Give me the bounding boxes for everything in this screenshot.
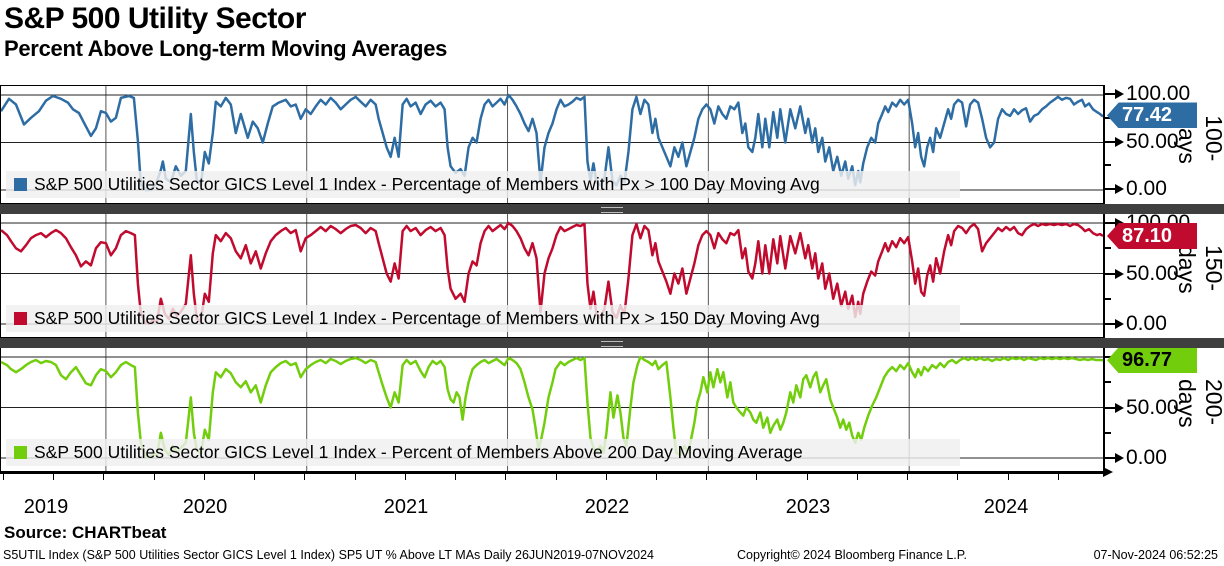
x-axis-line bbox=[0, 472, 1103, 474]
year-label-2019: 2019 bbox=[23, 496, 69, 518]
right-axis-200-days: 100.00 50.00 0.00 96.77 200-days bbox=[1103, 346, 1224, 472]
page-title: S&P 500 Utility Sector bbox=[4, 2, 306, 35]
right-axis-100-days: 100.00 50.00 0.00 77.42 100-days bbox=[1103, 82, 1224, 204]
source-label: Source: CHARTbeat bbox=[4, 523, 167, 542]
ytick-0: 0.00 bbox=[1126, 446, 1167, 469]
x-axis-minor-tick bbox=[355, 474, 356, 480]
year-label-2024: 2024 bbox=[983, 496, 1029, 518]
footer-timestamp: 07-Nov-2024 06:52:25 bbox=[1093, 548, 1218, 562]
ytick-50: 50.00 bbox=[1126, 395, 1179, 419]
last-value-badge-150-days[interactable]: 87.10 bbox=[1107, 223, 1197, 250]
panel-axis-title-150-days: 150-days bbox=[1174, 245, 1224, 294]
legend-label-150-days: S&P 500 Utilities Sector GICS Level 1 In… bbox=[34, 308, 820, 328]
x-axis-arrow-icon bbox=[1103, 467, 1113, 477]
chart-header: S&P 500 Utility Sector Percent Above Lon… bbox=[4, 2, 447, 62]
x-axis-minor-tick bbox=[405, 474, 406, 480]
ytick-50: 50.00 bbox=[1126, 129, 1179, 153]
page-subtitle: Percent Above Long-term Moving Averages bbox=[4, 36, 448, 61]
last-value-badge-100-days[interactable]: 77.42 bbox=[1107, 102, 1197, 129]
x-axis-minor-tick bbox=[606, 474, 607, 480]
x-axis-minor-tick bbox=[957, 474, 958, 480]
x-axis-minor-tick bbox=[1058, 474, 1059, 480]
plot-area-100-days: S&P 500 Utilities Sector GICS Level 1 In… bbox=[0, 85, 1103, 204]
x-axis-minor-tick bbox=[556, 474, 557, 480]
separator-drag-handle[interactable] bbox=[601, 341, 623, 347]
legend-100-days[interactable]: S&P 500 Utilities Sector GICS Level 1 In… bbox=[6, 171, 960, 198]
panel-axis-title-200-days: 200-days bbox=[1174, 379, 1224, 428]
legend-label-200-days: S&P 500 Utilities Sector GICS Level 1 In… bbox=[34, 442, 803, 462]
x-axis-minor-tick bbox=[254, 474, 255, 480]
ytick-100: 100.00 bbox=[1126, 82, 1191, 105]
x-axis-minor-tick bbox=[103, 474, 104, 480]
x-axis-minor-tick bbox=[706, 474, 707, 480]
x-axis-minor-tick bbox=[53, 474, 54, 480]
plot-area-200-days: S&P 500 Utilities Sector GICS Level 1 In… bbox=[0, 348, 1103, 472]
panel-separator[interactable] bbox=[0, 204, 1224, 214]
separator-drag-handle[interactable] bbox=[601, 207, 623, 213]
x-axis-minor-tick bbox=[907, 474, 908, 480]
legend-label-100-days: S&P 500 Utilities Sector GICS Level 1 In… bbox=[34, 174, 820, 194]
legend-swatch-200-days bbox=[14, 446, 27, 459]
panel-200-days: S&P 500 Utilities Sector GICS Level 1 In… bbox=[0, 346, 1224, 472]
x-axis-minor-tick bbox=[154, 474, 155, 480]
year-label-2021: 2021 bbox=[383, 496, 429, 518]
ytick-0: 0.00 bbox=[1126, 312, 1167, 335]
panel-100-days: S&P 500 Utilities Sector GICS Level 1 In… bbox=[0, 82, 1224, 204]
x-axis-minor-tick bbox=[304, 474, 305, 480]
year-label-2022: 2022 bbox=[584, 496, 630, 518]
x-axis-minor-tick bbox=[1008, 474, 1009, 480]
panel-150-days: S&P 500 Utilities Sector GICS Level 1 In… bbox=[0, 212, 1224, 338]
x-axis-minor-tick bbox=[3, 474, 4, 480]
plot-area-150-days: S&P 500 Utilities Sector GICS Level 1 In… bbox=[0, 214, 1103, 338]
x-axis-minor-tick bbox=[807, 474, 808, 480]
legend-swatch-150-days bbox=[14, 312, 27, 325]
legend-swatch-100-days bbox=[14, 178, 27, 191]
last-value-badge-200-days[interactable]: 96.77 bbox=[1107, 347, 1197, 374]
ytick-50: 50.00 bbox=[1126, 261, 1179, 285]
x-axis-minor-tick bbox=[857, 474, 858, 480]
year-label-2020: 2020 bbox=[182, 496, 228, 518]
x-axis-minor-tick bbox=[756, 474, 757, 480]
legend-200-days[interactable]: S&P 500 Utilities Sector GICS Level 1 In… bbox=[6, 439, 960, 466]
ytick-0: 0.00 bbox=[1126, 177, 1167, 200]
x-axis-minor-tick bbox=[656, 474, 657, 480]
right-axis-150-days: 100.00 50.00 0.00 87.10 150-days bbox=[1103, 212, 1224, 338]
x-axis-minor-tick bbox=[505, 474, 506, 480]
x-axis-minor-tick bbox=[204, 474, 205, 480]
legend-150-days[interactable]: S&P 500 Utilities Sector GICS Level 1 In… bbox=[6, 305, 960, 332]
x-axis-minor-tick bbox=[455, 474, 456, 480]
panel-separator[interactable] bbox=[0, 338, 1224, 348]
footer-copyright: Copyright© 2024 Bloomberg Finance L.P. bbox=[737, 548, 967, 562]
footer-ticker-info: S5UTIL Index (S&P 500 Utilities Sector G… bbox=[3, 548, 655, 562]
year-label-2023: 2023 bbox=[785, 496, 831, 518]
